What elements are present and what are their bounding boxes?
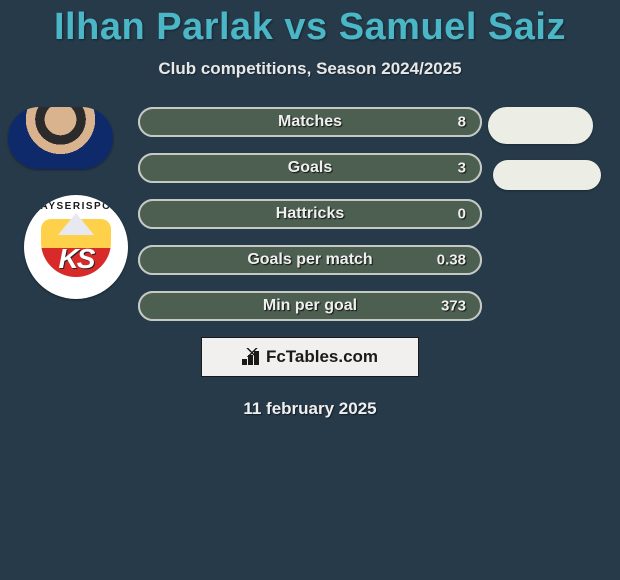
bar-label: Min per goal (263, 297, 357, 315)
stats-bars: Matches 8 Goals 3 Hattricks 0 Goals per … (138, 107, 482, 321)
bar-goals-per-match: Goals per match 0.38 (138, 245, 482, 275)
bar-label: Hattricks (276, 205, 344, 223)
bar-value: 8 (458, 114, 466, 131)
brand-box: FcTables.com (201, 337, 419, 377)
chart-icon (242, 349, 262, 365)
bar-label: Matches (278, 113, 342, 131)
date-text: 11 february 2025 (0, 399, 620, 419)
page-subtitle: Club competitions, Season 2024/2025 (0, 59, 620, 79)
bar-matches: Matches 8 (138, 107, 482, 137)
club-initials: KS (59, 243, 94, 275)
bar-value: 0 (458, 206, 466, 223)
player2-avatar-1 (488, 107, 593, 144)
club-badge: AYSERISPO KS (24, 195, 128, 299)
player2-avatar-2 (493, 160, 601, 190)
left-avatars: AYSERISPO KS (8, 107, 128, 299)
bar-value: 0.38 (437, 252, 466, 269)
club-shield: KS (41, 219, 111, 277)
bar-label: Goals (288, 159, 332, 177)
page-title: Ilhan Parlak vs Samuel Saiz (0, 0, 620, 49)
player1-avatar (8, 107, 113, 169)
bar-goals: Goals 3 (138, 153, 482, 183)
club-name-arc: AYSERISPO (41, 201, 112, 212)
bar-value: 373 (441, 298, 466, 315)
bar-min-per-goal: Min per goal 373 (138, 291, 482, 321)
bar-label: Goals per match (247, 251, 372, 269)
content-area: AYSERISPO KS Matches 8 Goals 3 Hattricks… (0, 107, 620, 321)
bar-value: 3 (458, 160, 466, 177)
bar-hattricks: Hattricks 0 (138, 199, 482, 229)
brand-text: FcTables.com (266, 347, 378, 367)
club-mountain-icon (58, 213, 94, 235)
